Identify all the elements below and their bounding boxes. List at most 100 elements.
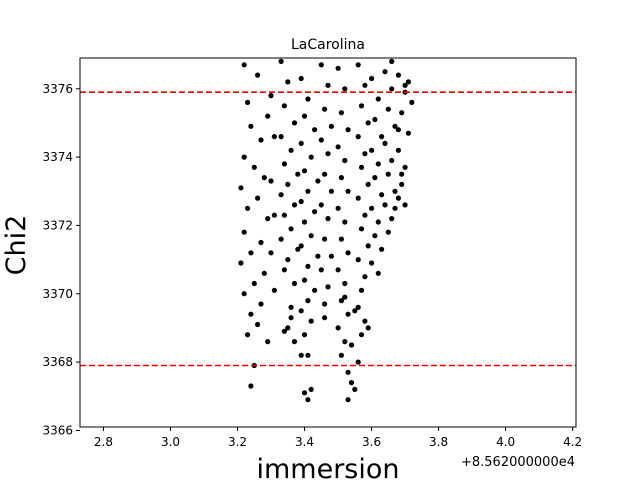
data-point <box>369 205 375 211</box>
data-point <box>315 178 321 184</box>
data-point <box>342 294 348 300</box>
data-point <box>402 164 408 170</box>
data-point <box>315 253 321 259</box>
data-point <box>308 154 314 160</box>
data-point <box>369 75 375 82</box>
data-point <box>342 339 348 345</box>
data-point <box>392 205 398 211</box>
data-point <box>251 164 257 170</box>
data-point <box>248 250 254 256</box>
data-point <box>345 127 351 133</box>
data-point <box>328 188 334 194</box>
data-point <box>265 339 271 345</box>
data-point <box>308 318 314 324</box>
data-point <box>278 134 284 140</box>
data-point <box>255 72 261 78</box>
data-point <box>389 86 395 92</box>
data-point <box>241 62 247 68</box>
data-point <box>358 226 365 232</box>
data-point <box>281 161 287 167</box>
data-point <box>301 390 308 396</box>
data-point <box>278 192 284 198</box>
data-point <box>358 103 365 109</box>
data-point <box>265 113 271 119</box>
data-point <box>352 386 358 392</box>
data-point <box>298 198 304 205</box>
data-point <box>285 257 291 263</box>
data-point <box>271 287 277 293</box>
data-point <box>389 157 395 164</box>
data-point <box>325 216 331 222</box>
data-point <box>362 82 368 88</box>
data-point <box>369 147 375 153</box>
data-point <box>345 250 351 256</box>
data-point <box>285 325 291 331</box>
data-point <box>362 274 368 280</box>
data-point <box>342 86 348 92</box>
data-point <box>261 175 267 181</box>
data-point <box>258 301 264 307</box>
data-point <box>301 277 308 283</box>
axes-frame <box>79 57 577 428</box>
data-point <box>248 123 254 129</box>
data-point <box>268 93 274 99</box>
data-point <box>281 267 287 273</box>
x-tick-label: 3.6 <box>362 435 381 449</box>
data-point <box>345 311 351 317</box>
data-point <box>318 267 324 273</box>
data-point <box>362 151 368 157</box>
chart-title: LaCarolina <box>291 37 365 53</box>
data-point <box>379 192 385 198</box>
data-point <box>322 315 328 321</box>
data-point <box>382 202 388 208</box>
data-point <box>342 280 348 287</box>
data-point <box>389 216 395 222</box>
data-point <box>298 308 304 314</box>
x-tick-label: 3.8 <box>429 435 448 449</box>
data-point <box>358 164 365 170</box>
data-point <box>335 144 341 150</box>
data-point <box>379 246 385 252</box>
data-point <box>362 318 368 324</box>
data-point <box>365 325 371 331</box>
data-point <box>385 171 391 177</box>
data-point <box>395 72 401 78</box>
data-point <box>245 205 251 211</box>
data-point <box>291 339 298 345</box>
data-point <box>365 120 371 126</box>
data-point <box>365 243 371 249</box>
data-point <box>375 96 381 102</box>
x-tick-label: 3.4 <box>295 435 314 449</box>
data-point <box>271 134 277 140</box>
data-point <box>312 127 318 133</box>
y-tick-label: 3370 <box>42 287 73 301</box>
data-point <box>405 130 411 136</box>
data-point <box>241 154 247 160</box>
data-point <box>335 65 341 71</box>
data-point <box>342 219 348 225</box>
data-point <box>318 137 324 143</box>
data-point <box>328 253 334 259</box>
data-point <box>385 106 391 112</box>
data-point <box>392 188 398 194</box>
data-point <box>268 250 274 256</box>
data-point <box>345 397 351 403</box>
data-point <box>335 205 341 211</box>
data-point <box>285 79 291 85</box>
plot-area: 2.8 3.0 3.2 3.4 3.6 3.8 4.0 4.2 3366 3368 3370 3372… <box>42 57 582 449</box>
data-point <box>325 82 331 88</box>
y-tick-label: 3368 <box>42 355 73 369</box>
data-point <box>395 147 401 153</box>
data-point <box>288 304 294 310</box>
data-point <box>382 140 388 146</box>
data-point <box>372 233 378 239</box>
data-point <box>291 280 298 287</box>
x-tick-label: 4.2 <box>563 435 582 449</box>
data-point <box>305 298 311 304</box>
data-point <box>305 397 311 403</box>
data-point <box>355 195 361 201</box>
data-point <box>245 332 251 338</box>
data-point <box>308 233 314 239</box>
